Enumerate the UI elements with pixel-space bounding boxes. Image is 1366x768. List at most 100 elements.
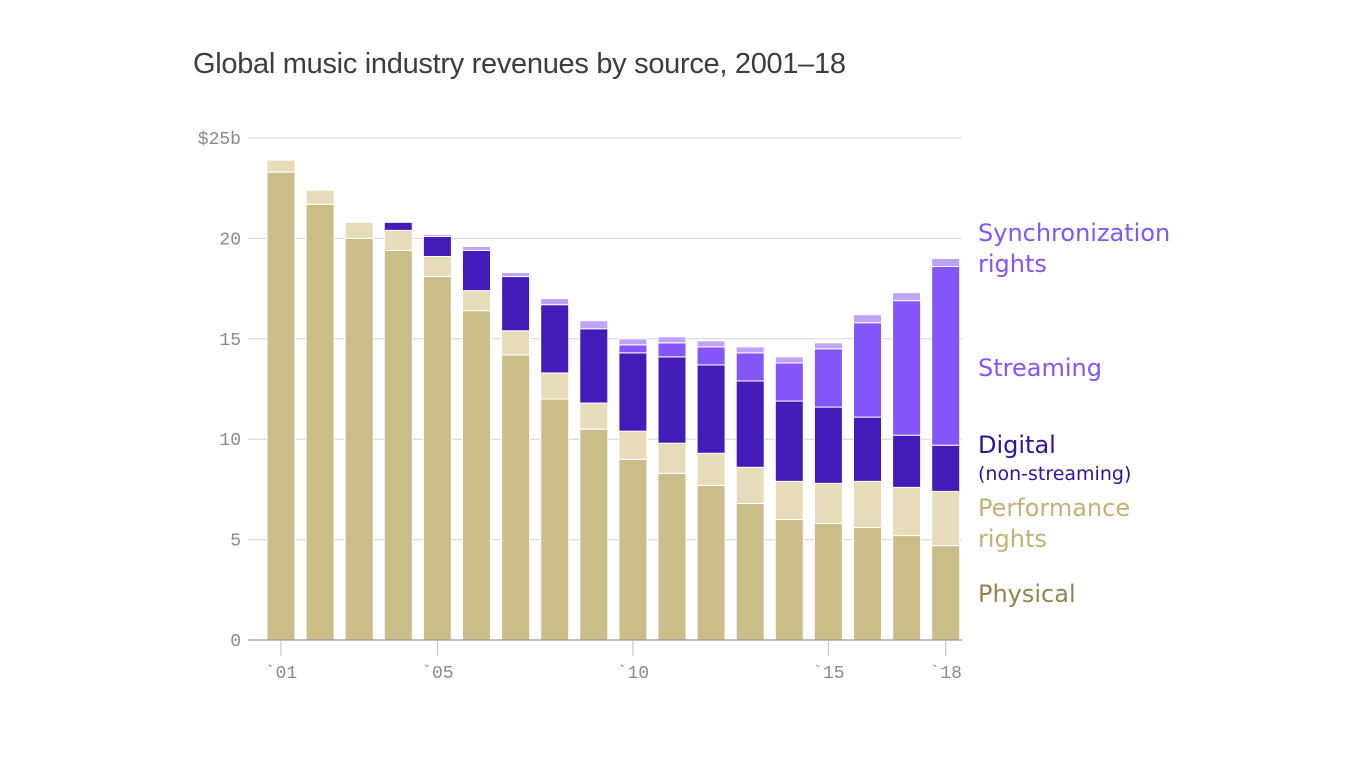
bars [266,159,961,641]
legend-performance-rights: Performance rights [978,493,1158,555]
bar-synchronization-rights-2015 [813,342,843,350]
legend-label-streaming: Streaming [978,354,1102,382]
bar-digital-non-streaming-2017 [892,434,922,488]
bar-digital-non-streaming-2008 [540,304,570,374]
bar-physical-2008 [540,398,570,641]
bar-physical-2001 [266,171,296,641]
bar-performance-rights-2007 [501,330,531,356]
bar-physical-2018 [931,545,961,641]
bar-streaming-2016 [853,322,882,418]
legend-physical: Physical [978,579,1076,610]
bar-streaming-2011 [657,342,687,358]
bar-digital-non-streaming-2011 [657,356,687,444]
bar-performance-rights-2010 [618,430,648,460]
bar-streaming-2015 [813,348,843,408]
bar-digital-non-streaming-2009 [579,328,609,404]
bar-synchronization-rights-2018 [931,257,961,268]
bar-performance-rights-2012 [696,452,726,486]
bar-performance-rights-2017 [892,486,922,537]
bar-performance-rights-2014 [774,480,804,521]
x-tick-label-15: `15 [812,664,844,684]
x-tick-label-05: `05 [421,664,453,684]
bar-streaming-2017 [892,300,922,436]
bar-streaming-2014 [774,362,804,402]
bar-physical-2013 [735,502,765,641]
bar-synchronization-rights-2010 [618,338,648,346]
bar-physical-2009 [579,428,609,641]
bar-digital-non-streaming-2007 [501,276,531,332]
bar-physical-2010 [618,458,648,641]
bar-physical-2014 [774,519,804,641]
legend-label-performance-rights: Performance rights [978,494,1131,553]
bar-synchronization-rights-2008 [540,298,570,306]
bar-streaming-2010 [618,344,648,354]
bar-performance-rights-2013 [735,466,765,504]
bar-physical-2006 [462,310,491,641]
bar-digital-non-streaming-2004 [383,221,413,231]
legend-synchronization-rights: Synchronization rights [978,218,1208,280]
bar-digital-non-streaming-2013 [735,380,765,468]
y-tick-label-25: $25b [198,130,241,150]
bar-synchronization-rights-2016 [853,314,882,324]
bar-digital-non-streaming-2010 [618,352,648,432]
bar-performance-rights-2002 [305,189,335,205]
bar-physical-2004 [383,249,413,641]
bar-performance-rights-2011 [657,442,687,474]
bar-performance-rights-2009 [579,402,609,430]
legend-streaming: Streaming [978,353,1102,384]
bar-physical-2005 [422,276,452,641]
bar-streaming-2013 [735,352,765,382]
bar-physical-2017 [892,535,922,641]
legend-label-physical: Physical [978,580,1076,608]
bar-digital-non-streaming-2006 [462,249,491,292]
bar-synchronization-rights-2007 [501,272,531,278]
bar-digital-non-streaming-2018 [931,444,961,492]
bar-physical-2002 [305,203,335,641]
bar-performance-rights-2004 [383,229,413,251]
bar-synchronization-rights-2009 [579,320,609,330]
bar-performance-rights-2001 [266,159,296,173]
bar-performance-rights-2005 [422,255,452,278]
x-tick-label-01: `01 [265,664,297,684]
bar-synchronization-rights-2014 [774,356,804,364]
legend-sublabel-digital: (non-streaming) [978,463,1132,485]
y-tick-label-10: 10 [219,431,241,451]
bar-digital-non-streaming-2014 [774,400,804,482]
bar-physical-2015 [813,523,843,641]
bar-digital-non-streaming-2015 [813,406,843,484]
legend-digital: Digital (non-streaming) [978,430,1131,487]
bar-performance-rights-2015 [813,482,843,525]
bar-synchronization-rights-2017 [892,292,922,302]
axes: 0 5 10 15 20 $25b `01 `05 `10 `15 `18 [198,130,962,684]
legend-label-digital: Digital [978,431,1056,459]
y-tick-label-20: 20 [219,230,241,250]
bar-synchronization-rights-2013 [735,346,765,354]
bar-performance-rights-2016 [853,480,882,529]
bar-streaming-2012 [696,346,726,366]
bar-performance-rights-2008 [540,372,570,400]
bar-digital-non-streaming-2005 [422,235,452,257]
bar-physical-2007 [501,354,531,641]
bar-digital-non-streaming-2016 [853,416,882,482]
chart-title: Global music industry revenues by source… [193,48,846,80]
bar-digital-non-streaming-2012 [696,364,726,454]
bar-performance-rights-2006 [462,290,491,312]
bar-physical-2016 [853,527,882,641]
bar-streaming-2018 [931,266,961,446]
x-tick-label-18: `18 [929,664,961,684]
bar-synchronization-rights-2005 [422,233,452,237]
y-tick-label-0: 0 [230,632,241,652]
y-tick-label-15: 15 [219,331,241,351]
y-tick-label-5: 5 [230,532,241,552]
bar-physical-2011 [657,472,687,641]
bar-synchronization-rights-2011 [657,336,687,344]
legend-label-synchronization-rights: Synchronization rights [978,219,1171,278]
bar-performance-rights-2018 [931,490,961,547]
bar-performance-rights-2003 [344,221,374,239]
bar-synchronization-rights-2006 [462,245,491,251]
x-tick-label-10: `10 [617,664,649,684]
bar-synchronization-rights-2012 [696,340,726,348]
bar-physical-2012 [696,484,726,641]
bar-physical-2003 [344,237,374,641]
